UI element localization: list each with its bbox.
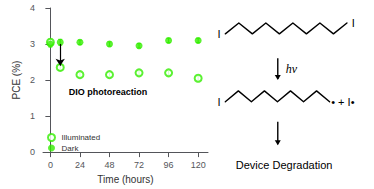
svg-text:I: I: [352, 17, 355, 29]
svg-text:0: 0: [30, 147, 35, 157]
svg-text:120: 120: [191, 160, 206, 170]
svg-text:24: 24: [75, 160, 85, 170]
svg-text:DIO photoreaction: DIO photoreaction: [69, 87, 148, 97]
svg-text:96: 96: [164, 160, 174, 170]
svg-text:1: 1: [30, 111, 35, 121]
svg-text:72: 72: [134, 160, 144, 170]
svg-text:48: 48: [104, 160, 114, 170]
svg-text:Time (hours): Time (hours): [97, 174, 153, 185]
svg-text:Illuminated: Illuminated: [62, 133, 101, 142]
svg-text:• + I•: • + I•: [331, 96, 354, 108]
svg-text:hν: hν: [286, 62, 298, 76]
svg-text:4: 4: [30, 3, 35, 13]
svg-text:Device Degradation: Device Degradation: [236, 159, 333, 171]
svg-text:I: I: [217, 96, 220, 108]
svg-text:Dark: Dark: [62, 144, 80, 153]
svg-text:2: 2: [30, 75, 35, 85]
svg-text:I: I: [217, 28, 220, 40]
svg-text:3: 3: [30, 39, 35, 49]
svg-text:PCE (%): PCE (%): [11, 61, 22, 100]
svg-text:0: 0: [48, 160, 53, 170]
